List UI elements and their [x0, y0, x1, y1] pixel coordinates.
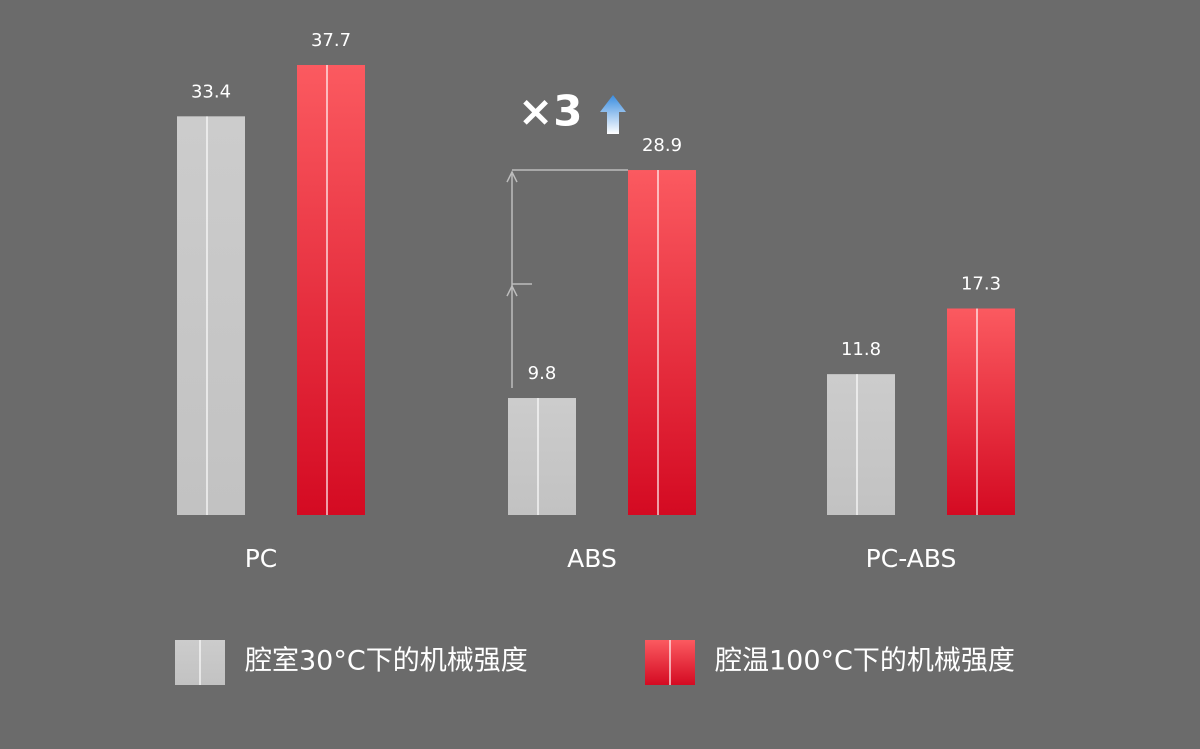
legend-label: 腔室30°C下的机械强度	[245, 646, 528, 677]
bar	[508, 398, 576, 515]
guide-arrowhead	[506, 170, 518, 183]
x-tick-label: PC	[245, 544, 278, 573]
legend-label: 腔温100°C下的机械强度	[715, 646, 1015, 677]
value-label: 9.8	[528, 363, 557, 384]
bar	[628, 170, 696, 515]
bar	[297, 65, 365, 515]
value-label: 11.8	[841, 339, 881, 360]
guide-arrowhead	[506, 284, 518, 297]
value-label: 37.7	[311, 30, 351, 51]
annotation: ×3	[518, 87, 582, 136]
value-label: 33.4	[191, 81, 231, 102]
x-tick-label: PC-ABS	[866, 544, 957, 573]
annotation-arrow-icon	[600, 95, 626, 134]
bar	[947, 308, 1015, 515]
bar	[177, 116, 245, 515]
value-label: 28.9	[642, 135, 682, 156]
x-tick-label: ABS	[567, 544, 617, 573]
value-label: 17.3	[961, 274, 1001, 295]
bar	[827, 374, 895, 515]
